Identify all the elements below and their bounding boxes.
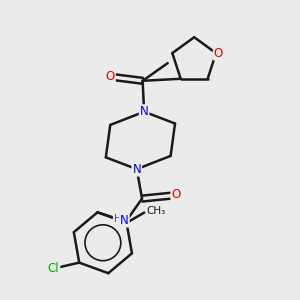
Text: O: O [171,188,181,201]
Text: O: O [214,46,223,60]
Text: O: O [106,70,115,83]
Text: N: N [132,163,141,176]
Text: H: H [114,214,122,224]
Text: N: N [120,214,129,226]
Text: N: N [140,105,148,118]
Text: CH₃: CH₃ [147,206,166,216]
Text: Cl: Cl [48,262,59,275]
